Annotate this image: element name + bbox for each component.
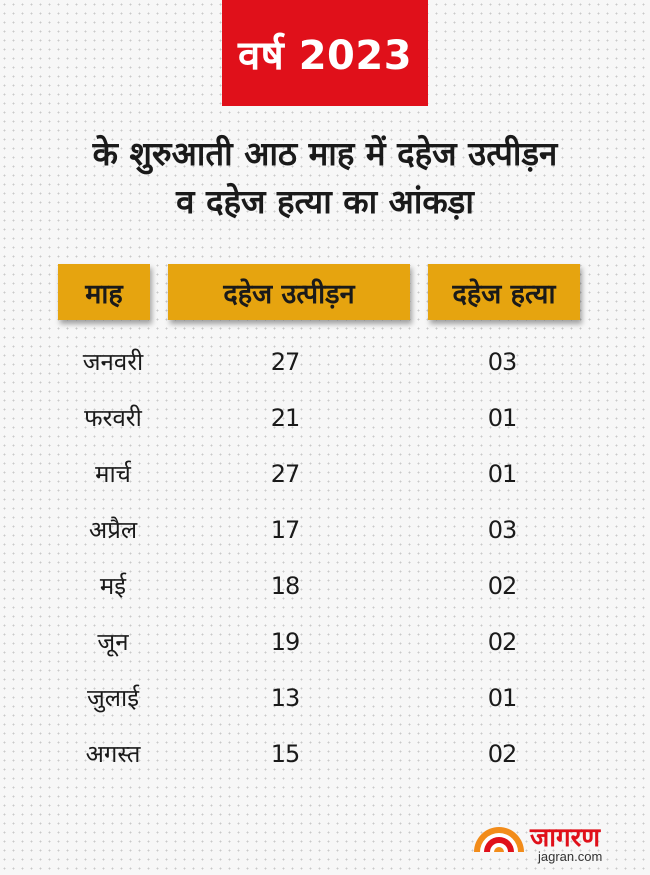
title-line-2: व दहेज हत्या का आंकड़ा: [176, 182, 474, 221]
harassment-count-cell: 18: [270, 572, 301, 600]
logo-name: जागरण: [530, 823, 601, 853]
rising-sun-icon: [474, 827, 524, 852]
table-row: जनवरी 27 03: [0, 342, 650, 382]
month-cell: अगस्त: [85, 740, 141, 768]
table-row: जुलाई 13 01: [0, 678, 650, 718]
title-line-1: के शुरुआती आठ माह में दहेज उत्पीड़न: [92, 134, 558, 173]
harassment-count-cell: 15: [270, 740, 301, 768]
death-count-cell: 03: [487, 348, 518, 376]
jagran-logo[interactable]: जागरण jagran.com: [470, 818, 640, 868]
harassment-count-cell: 21: [270, 404, 301, 432]
death-count-cell: 01: [487, 684, 518, 712]
table-row: मार्च 27 01: [0, 454, 650, 494]
harassment-count-cell: 13: [270, 684, 301, 712]
harassment-count-cell: 27: [270, 348, 301, 376]
column-header-dowry-death: दहेज हत्या: [428, 264, 580, 320]
logo-url: jagran.com: [538, 849, 603, 864]
page-title: के शुरुआती आठ माह में दहेज उत्पीड़न व दह…: [0, 130, 650, 226]
death-count-cell: 01: [487, 404, 518, 432]
year-badge: वर्ष 2023: [222, 0, 428, 106]
month-cell: मई: [99, 572, 127, 600]
month-cell: जुलाई: [86, 684, 140, 712]
month-cell: अप्रैल: [88, 516, 138, 544]
table-row: फरवरी 21 01: [0, 398, 650, 438]
month-cell: जून: [97, 628, 129, 656]
table-row: जून 19 02: [0, 622, 650, 662]
month-cell: मार्च: [95, 460, 131, 488]
month-cell: फरवरी: [84, 404, 142, 432]
table-row: मई 18 02: [0, 566, 650, 606]
death-count-cell: 02: [487, 740, 518, 768]
death-count-cell: 01: [487, 460, 518, 488]
harassment-count-cell: 19: [270, 628, 301, 656]
death-count-cell: 03: [487, 516, 518, 544]
table-row: अगस्त 15 02: [0, 734, 650, 774]
death-count-cell: 02: [487, 628, 518, 656]
death-count-cell: 02: [487, 572, 518, 600]
column-header-month: माह: [58, 264, 150, 320]
column-header-dowry-harassment: दहेज उत्पीड़न: [168, 264, 410, 320]
harassment-count-cell: 27: [270, 460, 301, 488]
harassment-count-cell: 17: [270, 516, 301, 544]
month-cell: जनवरी: [82, 348, 144, 376]
table-row: अप्रैल 17 03: [0, 510, 650, 550]
